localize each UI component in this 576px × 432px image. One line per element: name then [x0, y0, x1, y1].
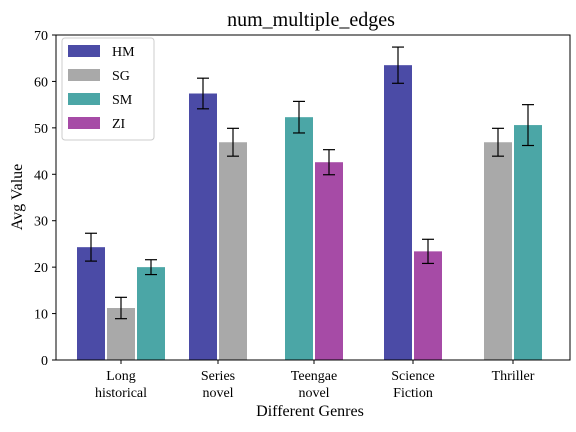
legend-swatch-zi — [68, 117, 100, 129]
legend: HM SG SM ZI — [61, 37, 155, 141]
bars-group — [77, 65, 542, 360]
bar-sg-1 — [219, 142, 247, 360]
y-tick-label-20: 20 — [34, 261, 48, 276]
error-bars-group — [85, 46, 534, 320]
bar-sm-4 — [514, 125, 542, 360]
bar-zi-3 — [414, 251, 442, 360]
chart-title: num_multiple_edges — [227, 9, 395, 31]
legend-label-sm: SM — [112, 93, 133, 108]
bar-sg-4 — [484, 142, 512, 360]
bar-sm-2 — [285, 117, 313, 360]
legend-label-hm: HM — [112, 45, 135, 60]
legend-swatch-sg — [68, 69, 100, 81]
x-axis-label: Different Genres — [256, 403, 364, 420]
x-tick-label-1: Series novel — [201, 369, 235, 401]
legend-label-zi: ZI — [112, 117, 126, 132]
legend-swatch-hm — [68, 45, 100, 57]
bar-zi-2 — [315, 162, 343, 360]
y-tick-label-10: 10 — [34, 308, 48, 323]
x-axis-ticks: Long historical Series novel Teengae novel Sci… — [95, 360, 535, 401]
y-tick-label-70: 70 — [34, 29, 48, 44]
legend-swatch-sm — [68, 93, 100, 105]
x-tick-label-0: Long historical — [95, 369, 147, 401]
x-tick-label-4: Thriller — [492, 369, 535, 384]
plot-frame — [55, 34, 571, 361]
bar-hm-0 — [77, 247, 105, 360]
y-tick-label-40: 40 — [34, 168, 48, 183]
bar-hm-1 — [189, 93, 217, 360]
x-tick-label-3: Science Fiction — [391, 369, 435, 401]
bar-hm-3 — [384, 65, 412, 360]
y-tick-label-30: 30 — [34, 215, 48, 230]
y-axis-ticks: 0 10 20 30 40 50 60 70 — [34, 29, 56, 369]
legend-box — [61, 37, 155, 141]
y-tick-label-60: 60 — [34, 75, 48, 90]
y-axis-label: Avg Value — [9, 164, 26, 231]
x-tick-label-2: Teengae novel — [291, 369, 337, 401]
legend-label-sg: SG — [112, 69, 130, 84]
bar-sm-0 — [137, 267, 165, 360]
y-tick-label-0: 0 — [41, 354, 48, 369]
y-tick-label-50: 50 — [34, 122, 48, 137]
